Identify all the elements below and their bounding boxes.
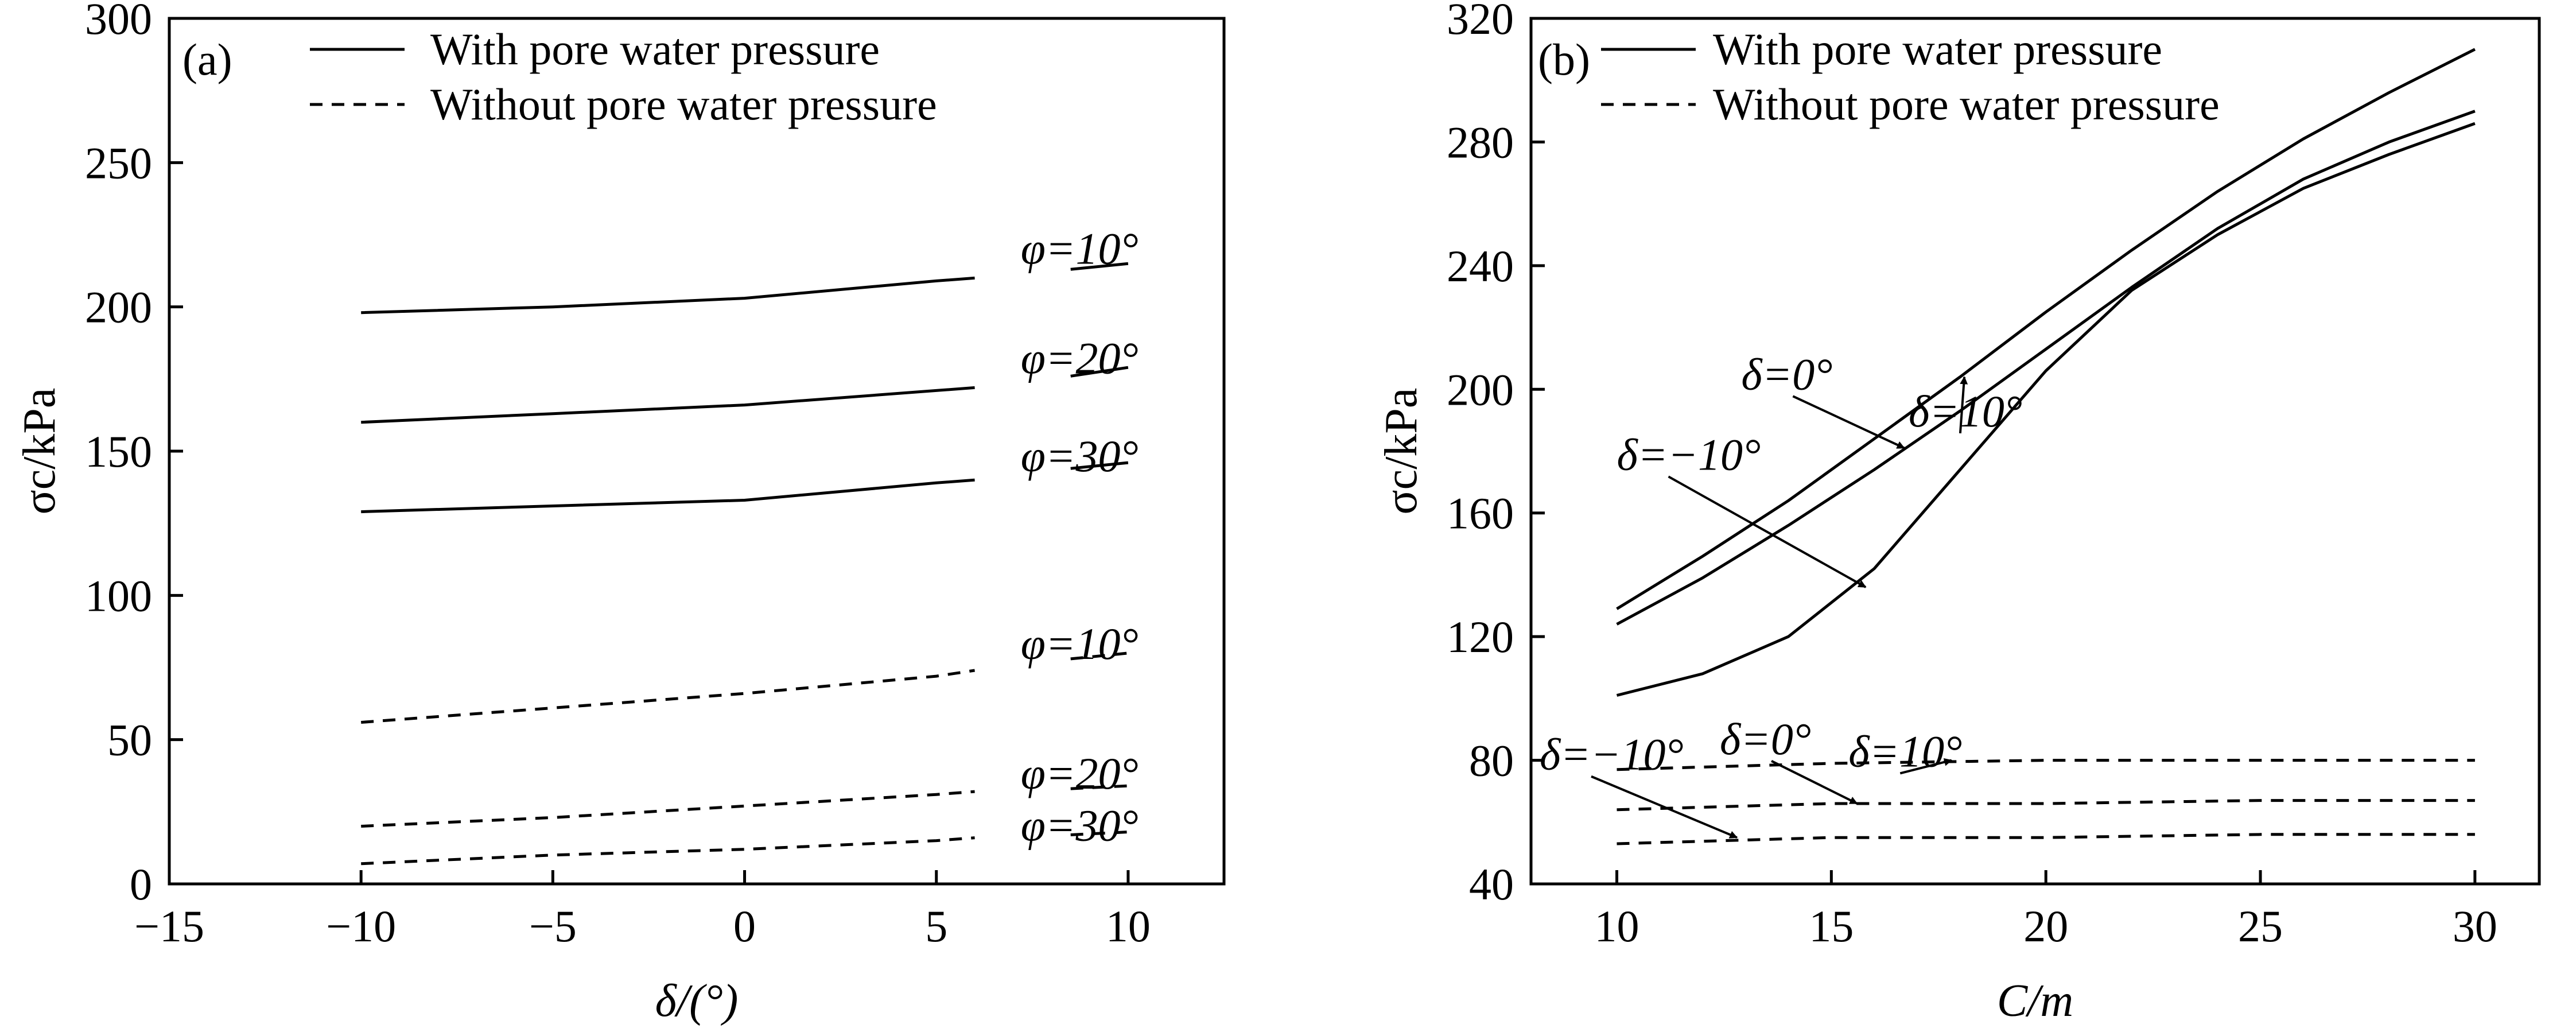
curve-label-6: φ=30° bbox=[1021, 801, 1139, 851]
curve-labels: φ=10°φ=20°φ=30°φ=10°φ=20°φ=30° bbox=[1021, 223, 1139, 850]
legend-label-without: Without pore water pressure bbox=[1713, 79, 2220, 129]
legend-label-without: Without pore water pressure bbox=[430, 79, 937, 129]
y-tick-label: 280 bbox=[1447, 117, 1514, 167]
y-tick-label: 50 bbox=[107, 715, 152, 765]
curve-label-4: φ=10° bbox=[1021, 619, 1139, 669]
x-tick-label: 20 bbox=[2023, 901, 2068, 951]
series-line-2 bbox=[361, 366, 1129, 424]
series-line-1 bbox=[361, 262, 1129, 315]
series-line-4 bbox=[1617, 759, 2475, 771]
legend: With pore water pressure Without pore wa… bbox=[310, 24, 937, 129]
series-line-4 bbox=[361, 651, 1129, 724]
x-tick-label: 25 bbox=[2238, 901, 2283, 951]
annotation-arrow-6 bbox=[1591, 775, 1738, 839]
series-line-6 bbox=[1617, 833, 2475, 845]
legend-label-with: With pore water pressure bbox=[430, 24, 880, 74]
x-tick-label: 10 bbox=[1595, 901, 1639, 951]
legend-label-with: With pore water pressure bbox=[1713, 24, 2162, 74]
y-tick-label: 120 bbox=[1447, 612, 1514, 662]
plot-area-frame bbox=[1529, 17, 2541, 886]
series-line-6 bbox=[361, 831, 1129, 866]
x-tick-label: −5 bbox=[529, 901, 577, 951]
x-tick-label: 5 bbox=[925, 901, 947, 951]
series-lines bbox=[1616, 48, 2476, 845]
series-line-3 bbox=[1616, 122, 2476, 697]
curve-labels: δ=10° δ=0° δ=−10° δ=10° δ=0° δ=−10° bbox=[1540, 349, 2022, 839]
y-tick-label: 200 bbox=[85, 282, 152, 332]
axis-ticks: 10 15 20 25 30 40 80 120 160 200 240 280 320 bbox=[1447, 0, 2497, 951]
annotation-arrow-3 bbox=[1668, 475, 1867, 588]
x-tick-label: 15 bbox=[1809, 901, 1854, 951]
y-tick-label: 40 bbox=[1469, 859, 1514, 909]
panel-label: (a) bbox=[182, 34, 232, 84]
y-tick-label: 300 bbox=[85, 0, 152, 44]
y-tick-label: 200 bbox=[1447, 364, 1514, 414]
annotation-arrow-5 bbox=[1771, 760, 1858, 805]
x-axis-label: δ/(°) bbox=[655, 976, 739, 1026]
y-tick-label: 240 bbox=[1447, 241, 1514, 291]
curve-label-2: φ=20° bbox=[1021, 333, 1139, 383]
x-axis-label: C/m bbox=[1997, 976, 2073, 1026]
y-tick-label: 0 bbox=[130, 859, 152, 909]
series-lines bbox=[361, 262, 1129, 866]
curve-label-6: δ=−10° bbox=[1540, 730, 1684, 779]
panel-label: (b) bbox=[1538, 34, 1590, 84]
y-axis-label: σc/kPa bbox=[1376, 388, 1427, 515]
curve-label-4: δ=10° bbox=[1848, 726, 1962, 776]
annotation-arrow-4 bbox=[1899, 758, 1953, 775]
x-tick-label: 0 bbox=[733, 901, 756, 951]
y-tick-label: 100 bbox=[85, 571, 152, 620]
x-tick-label: 10 bbox=[1106, 901, 1151, 951]
curve-label-5: φ=20° bbox=[1021, 748, 1139, 798]
x-tick-label: −15 bbox=[134, 901, 204, 951]
curve-label-3: φ=30° bbox=[1021, 431, 1139, 481]
y-tick-label: 320 bbox=[1447, 0, 1514, 44]
series-line-3 bbox=[361, 461, 1129, 514]
x-tick-label: 30 bbox=[2453, 901, 2497, 951]
curve-label-1: δ=10° bbox=[1909, 386, 2022, 436]
curve-label-5: δ=0° bbox=[1720, 714, 1811, 764]
curve-label-2: δ=0° bbox=[1741, 349, 1832, 399]
y-tick-label: 80 bbox=[1469, 736, 1514, 786]
x-tick-label: −10 bbox=[326, 901, 396, 951]
curve-label-1: φ=10° bbox=[1021, 223, 1139, 273]
curve-label-3: δ=−10° bbox=[1617, 429, 1761, 479]
legend: With pore water pressure Without pore wa… bbox=[1601, 24, 2220, 129]
y-tick-label: 250 bbox=[85, 138, 152, 188]
annotation-arrow-2 bbox=[1792, 395, 1905, 449]
y-axis-label: σc/kPa bbox=[14, 388, 65, 515]
y-tick-label: 150 bbox=[85, 426, 152, 476]
series-line-1 bbox=[1616, 48, 2476, 610]
y-tick-label: 160 bbox=[1447, 488, 1514, 538]
series-line-5 bbox=[361, 784, 1129, 828]
series-line-2 bbox=[1616, 110, 2476, 626]
annotation-arrow-1 bbox=[1959, 376, 1968, 434]
series-line-5 bbox=[1617, 799, 2475, 812]
